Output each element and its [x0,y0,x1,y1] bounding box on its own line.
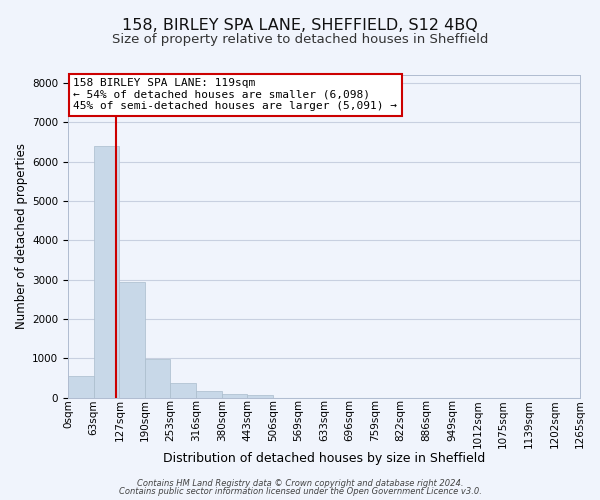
Bar [94,146,119,398]
Text: 158, BIRLEY SPA LANE, SHEFFIELD, S12 4BQ: 158, BIRLEY SPA LANE, SHEFFIELD, S12 4BQ [122,18,478,32]
X-axis label: Distribution of detached houses by size in Sheffield: Distribution of detached houses by size … [163,452,485,465]
Bar [170,383,196,398]
Bar [247,394,273,398]
Text: Size of property relative to detached houses in Sheffield: Size of property relative to detached ho… [112,32,488,46]
Y-axis label: Number of detached properties: Number of detached properties [15,144,28,330]
Bar [68,376,94,398]
Bar [145,358,170,398]
Bar [222,394,247,398]
Bar [119,282,145,398]
Text: Contains HM Land Registry data © Crown copyright and database right 2024.: Contains HM Land Registry data © Crown c… [137,478,463,488]
Text: Contains public sector information licensed under the Open Government Licence v3: Contains public sector information licen… [119,487,481,496]
Bar [196,391,222,398]
Text: 158 BIRLEY SPA LANE: 119sqm
← 54% of detached houses are smaller (6,098)
45% of : 158 BIRLEY SPA LANE: 119sqm ← 54% of det… [73,78,397,112]
